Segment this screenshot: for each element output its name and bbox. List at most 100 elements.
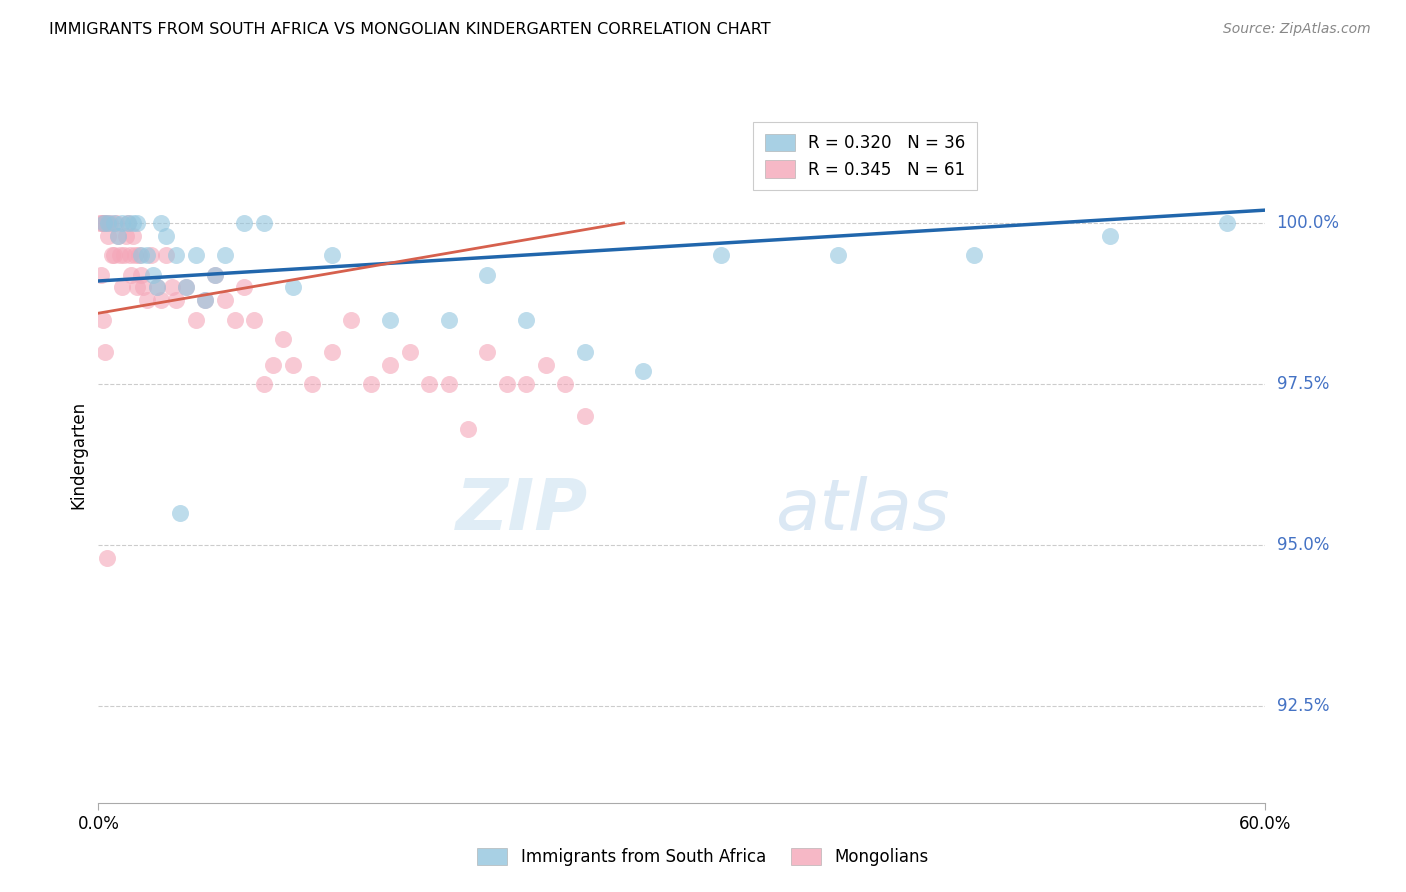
Point bbox=[631, 364, 654, 378]
Point bbox=[710, 248, 733, 262]
Text: Source: ZipAtlas.com: Source: ZipAtlas.com bbox=[1223, 22, 1371, 37]
Point bbox=[111, 280, 134, 294]
Point bbox=[515, 377, 537, 392]
Point bbox=[155, 248, 177, 262]
Point bbox=[103, 216, 125, 230]
Point bbox=[96, 216, 118, 230]
Point bbox=[91, 216, 114, 230]
Point bbox=[111, 216, 134, 230]
Text: 97.5%: 97.5% bbox=[1277, 375, 1329, 393]
Point bbox=[94, 344, 117, 359]
Point bbox=[162, 280, 184, 294]
Point bbox=[89, 216, 111, 230]
Point bbox=[233, 216, 256, 230]
Point bbox=[132, 280, 155, 294]
Legend: R = 0.320   N = 36, R = 0.345   N = 61: R = 0.320 N = 36, R = 0.345 N = 61 bbox=[754, 122, 977, 190]
Point bbox=[112, 248, 135, 262]
Y-axis label: Kindergarten: Kindergarten bbox=[69, 401, 87, 509]
Point bbox=[108, 248, 131, 262]
Point bbox=[281, 358, 304, 372]
Point bbox=[104, 216, 127, 230]
Point bbox=[91, 312, 114, 326]
Point bbox=[184, 248, 207, 262]
Point bbox=[107, 228, 129, 243]
Point bbox=[224, 312, 246, 326]
Point bbox=[149, 293, 172, 308]
Point bbox=[515, 312, 537, 326]
Point bbox=[827, 248, 849, 262]
Point bbox=[253, 216, 276, 230]
Point bbox=[204, 268, 226, 282]
Point bbox=[97, 228, 120, 243]
Point bbox=[214, 248, 236, 262]
Text: atlas: atlas bbox=[775, 476, 950, 545]
Point bbox=[243, 312, 266, 326]
Point bbox=[93, 216, 115, 230]
Point bbox=[124, 248, 146, 262]
Point bbox=[194, 293, 217, 308]
Point bbox=[101, 248, 124, 262]
Point bbox=[233, 280, 256, 294]
Point bbox=[121, 268, 143, 282]
Point bbox=[418, 377, 440, 392]
Point bbox=[90, 268, 112, 282]
Text: 92.5%: 92.5% bbox=[1277, 698, 1329, 715]
Point bbox=[495, 377, 517, 392]
Point bbox=[107, 228, 129, 243]
Point bbox=[574, 409, 596, 424]
Point bbox=[534, 358, 557, 372]
Point bbox=[477, 344, 499, 359]
Point bbox=[149, 216, 172, 230]
Text: ZIP: ZIP bbox=[457, 476, 589, 545]
Text: 95.0%: 95.0% bbox=[1277, 536, 1329, 554]
Text: 100.0%: 100.0% bbox=[1277, 214, 1340, 232]
Point bbox=[146, 280, 169, 294]
Point bbox=[253, 377, 276, 392]
Point bbox=[117, 216, 139, 230]
Point bbox=[204, 268, 226, 282]
Point bbox=[360, 377, 382, 392]
Point bbox=[477, 268, 499, 282]
Point bbox=[321, 248, 343, 262]
Point bbox=[93, 216, 115, 230]
Point bbox=[281, 280, 304, 294]
Point bbox=[114, 228, 136, 243]
Point bbox=[122, 216, 145, 230]
Point bbox=[962, 248, 984, 262]
Point bbox=[271, 332, 294, 346]
Point bbox=[321, 344, 343, 359]
Point bbox=[117, 216, 139, 230]
Point bbox=[174, 280, 197, 294]
Point bbox=[146, 280, 169, 294]
Point bbox=[194, 293, 217, 308]
Point bbox=[214, 293, 236, 308]
Point bbox=[184, 312, 207, 326]
Point bbox=[378, 358, 402, 372]
Point bbox=[127, 280, 149, 294]
Point bbox=[118, 248, 141, 262]
Point bbox=[97, 216, 120, 230]
Point bbox=[262, 358, 284, 372]
Point bbox=[139, 248, 162, 262]
Point bbox=[174, 280, 197, 294]
Point bbox=[1215, 216, 1237, 230]
Point bbox=[98, 216, 121, 230]
Point bbox=[127, 216, 149, 230]
Point bbox=[103, 248, 125, 262]
Point bbox=[129, 268, 152, 282]
Point bbox=[136, 293, 159, 308]
Point bbox=[165, 293, 187, 308]
Point bbox=[437, 312, 460, 326]
Point bbox=[340, 312, 363, 326]
Point bbox=[122, 228, 145, 243]
Point bbox=[554, 377, 576, 392]
Point bbox=[1098, 228, 1121, 243]
Legend: Immigrants from South Africa, Mongolians: Immigrants from South Africa, Mongolians bbox=[470, 840, 936, 875]
Point bbox=[574, 344, 596, 359]
Point bbox=[136, 248, 159, 262]
Point bbox=[457, 422, 479, 436]
Point bbox=[155, 228, 177, 243]
Point bbox=[169, 506, 191, 520]
Point bbox=[398, 344, 420, 359]
Point bbox=[96, 551, 118, 566]
